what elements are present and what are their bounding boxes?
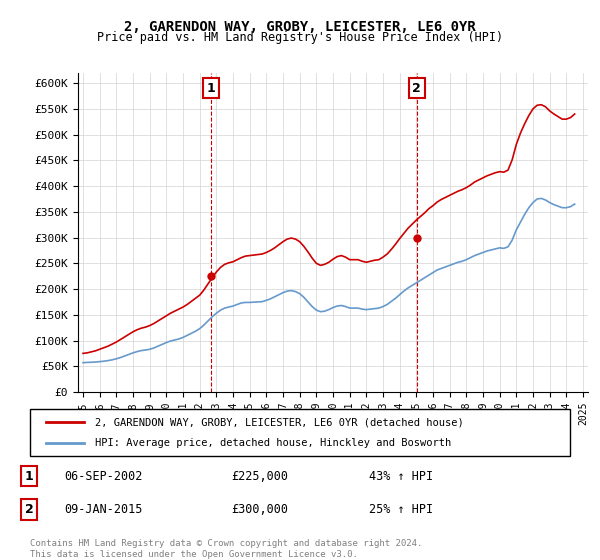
Text: This data is licensed under the Open Government Licence v3.0.: This data is licensed under the Open Gov… [30, 550, 358, 559]
Text: 1: 1 [25, 469, 34, 483]
Text: 1: 1 [206, 82, 215, 95]
Text: HPI: Average price, detached house, Hinckley and Bosworth: HPI: Average price, detached house, Hinc… [95, 438, 451, 448]
Text: £225,000: £225,000 [231, 469, 288, 483]
FancyBboxPatch shape [30, 409, 570, 456]
Text: Contains HM Land Registry data © Crown copyright and database right 2024.: Contains HM Land Registry data © Crown c… [30, 539, 422, 548]
Text: 2, GARENDON WAY, GROBY, LEICESTER, LE6 0YR (detached house): 2, GARENDON WAY, GROBY, LEICESTER, LE6 0… [95, 417, 464, 427]
Text: 2: 2 [412, 82, 421, 95]
Text: £300,000: £300,000 [231, 503, 288, 516]
Text: Price paid vs. HM Land Registry's House Price Index (HPI): Price paid vs. HM Land Registry's House … [97, 31, 503, 44]
Text: 25% ↑ HPI: 25% ↑ HPI [369, 503, 433, 516]
Text: 06-SEP-2002: 06-SEP-2002 [64, 469, 142, 483]
Text: 43% ↑ HPI: 43% ↑ HPI [369, 469, 433, 483]
Text: 09-JAN-2015: 09-JAN-2015 [64, 503, 142, 516]
Text: 2, GARENDON WAY, GROBY, LEICESTER, LE6 0YR: 2, GARENDON WAY, GROBY, LEICESTER, LE6 0… [124, 20, 476, 34]
Text: 2: 2 [25, 503, 34, 516]
